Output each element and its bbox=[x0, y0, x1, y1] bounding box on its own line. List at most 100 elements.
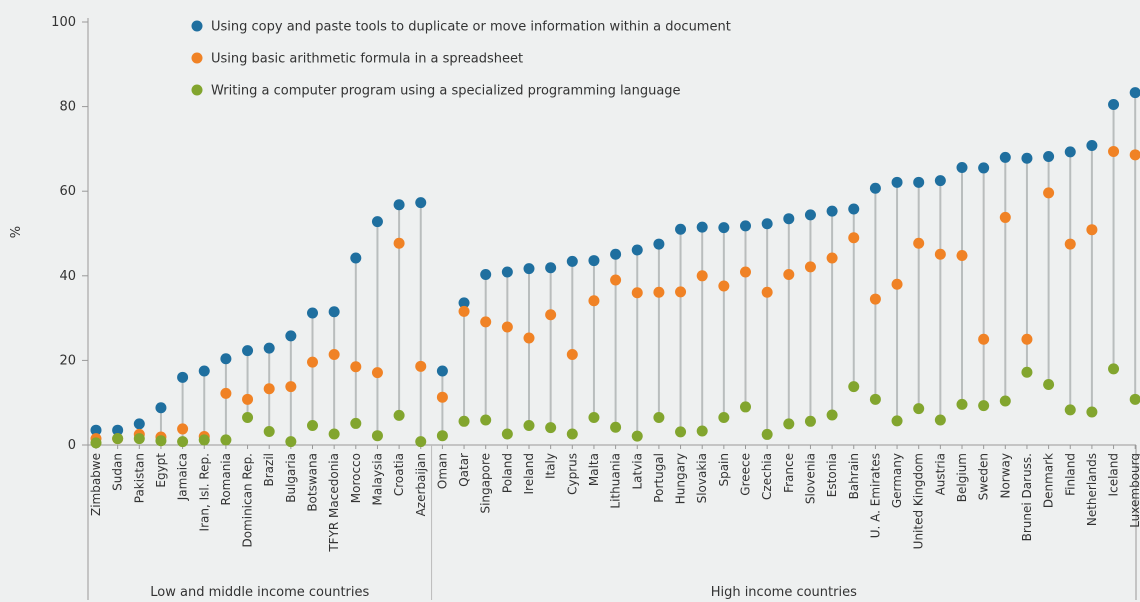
point-series-1 bbox=[177, 371, 189, 383]
point-series-1 bbox=[501, 266, 513, 278]
point-series-3 bbox=[501, 428, 513, 440]
point-series-2 bbox=[934, 248, 946, 260]
y-axis-label: % bbox=[9, 226, 24, 238]
point-series-1 bbox=[242, 345, 254, 357]
point-series-3 bbox=[285, 436, 297, 448]
point-series-2 bbox=[999, 211, 1011, 223]
legend-label-2: Using basic arithmetic formula in a spre… bbox=[211, 52, 523, 67]
x-tick-label: Morocco bbox=[349, 453, 363, 503]
point-series-1 bbox=[90, 424, 102, 436]
point-series-1 bbox=[133, 418, 145, 430]
point-series-1 bbox=[869, 182, 881, 194]
point-series-2 bbox=[696, 270, 708, 282]
x-tick-label: Germany bbox=[890, 453, 904, 508]
x-tick-label: Malaysia bbox=[370, 453, 384, 505]
point-series-3 bbox=[1108, 363, 1120, 375]
x-tick-label: Portugal bbox=[652, 453, 666, 503]
point-series-1 bbox=[1129, 87, 1140, 99]
x-tick-label: Brunei Daruss. bbox=[1020, 453, 1034, 541]
point-series-2 bbox=[545, 309, 557, 321]
point-series-3 bbox=[1064, 404, 1076, 416]
y-tick-label: 20 bbox=[59, 353, 76, 368]
x-tick-label: Jamaica bbox=[176, 453, 190, 501]
x-tick-label: Azerbaijan bbox=[414, 453, 428, 516]
point-series-1 bbox=[480, 269, 492, 281]
x-tick-label: Brazil bbox=[262, 453, 276, 487]
point-series-2 bbox=[740, 266, 751, 278]
point-series-1 bbox=[783, 213, 795, 225]
point-series-3 bbox=[631, 430, 643, 442]
point-series-1 bbox=[891, 176, 903, 188]
point-series-3 bbox=[566, 428, 578, 440]
point-series-1 bbox=[610, 248, 622, 260]
point-series-2 bbox=[177, 423, 189, 435]
x-tick-label: Iceland bbox=[1107, 453, 1121, 496]
point-series-1 bbox=[112, 424, 124, 436]
point-series-1 bbox=[307, 307, 318, 319]
point-series-1 bbox=[826, 205, 838, 217]
point-series-1 bbox=[804, 209, 816, 221]
point-series-3 bbox=[1021, 366, 1033, 378]
x-tick-label: Singapore bbox=[479, 453, 493, 514]
point-series-2 bbox=[848, 232, 860, 244]
point-series-2 bbox=[891, 278, 903, 290]
x-tick-label: Luxembourg bbox=[1128, 453, 1140, 528]
x-tick-label: Greece bbox=[739, 453, 753, 496]
point-series-3 bbox=[588, 412, 600, 424]
x-tick-label: Ireland bbox=[522, 453, 536, 495]
x-tick-label: Bahrain bbox=[847, 453, 861, 499]
point-series-1 bbox=[523, 263, 535, 275]
point-series-1 bbox=[718, 222, 730, 234]
x-tick-label: Bulgaria bbox=[284, 453, 298, 503]
point-series-3 bbox=[826, 409, 838, 421]
x-tick-label: Sudan bbox=[111, 453, 125, 491]
point-series-3 bbox=[458, 415, 470, 427]
point-series-3 bbox=[783, 418, 795, 430]
x-tick-label: Egypt bbox=[154, 453, 168, 488]
x-tick-label: Poland bbox=[500, 453, 514, 493]
x-tick-label: Latvia bbox=[630, 453, 644, 490]
group-label: Low and middle income countries bbox=[150, 585, 369, 600]
x-tick-label: Dominican Rep. bbox=[241, 453, 255, 548]
point-series-1 bbox=[1108, 98, 1120, 110]
point-series-2 bbox=[220, 387, 232, 399]
point-series-1 bbox=[371, 216, 383, 228]
point-series-3 bbox=[436, 430, 448, 442]
point-series-1 bbox=[393, 199, 405, 211]
point-series-1 bbox=[934, 175, 946, 187]
x-tick-label: Spain bbox=[717, 453, 731, 487]
point-series-2 bbox=[1021, 333, 1033, 345]
point-series-2 bbox=[956, 249, 968, 261]
point-series-1 bbox=[631, 244, 643, 256]
y-tick-label: 40 bbox=[59, 269, 76, 284]
x-tick-label: Norway bbox=[998, 453, 1012, 499]
point-series-3 bbox=[1043, 379, 1055, 391]
x-tick-label: Denmark bbox=[1042, 453, 1056, 508]
point-series-3 bbox=[869, 393, 881, 405]
point-series-1 bbox=[566, 255, 578, 267]
point-series-2 bbox=[480, 316, 492, 328]
point-series-2 bbox=[675, 286, 687, 298]
point-series-2 bbox=[458, 305, 470, 317]
point-series-1 bbox=[848, 203, 860, 215]
point-series-2 bbox=[1086, 224, 1098, 236]
x-tick-label: Slovenia bbox=[803, 453, 817, 504]
x-tick-label: TFYR Macedonia bbox=[327, 453, 341, 553]
point-series-1 bbox=[675, 223, 687, 235]
point-series-2 bbox=[436, 391, 448, 403]
x-tick-label: Hungary bbox=[674, 453, 688, 504]
point-series-1 bbox=[285, 330, 297, 342]
point-series-2 bbox=[804, 261, 816, 273]
point-series-2 bbox=[285, 381, 297, 393]
point-series-2 bbox=[1064, 238, 1076, 250]
x-tick-label: United Kingdom bbox=[912, 453, 926, 549]
point-series-1 bbox=[956, 162, 968, 174]
point-series-3 bbox=[415, 436, 427, 448]
point-series-2 bbox=[307, 356, 318, 368]
point-series-3 bbox=[999, 395, 1011, 407]
point-series-1 bbox=[415, 197, 427, 209]
point-series-3 bbox=[848, 381, 860, 393]
point-series-1 bbox=[155, 402, 167, 414]
point-series-2 bbox=[1043, 187, 1055, 199]
point-series-3 bbox=[891, 415, 903, 427]
